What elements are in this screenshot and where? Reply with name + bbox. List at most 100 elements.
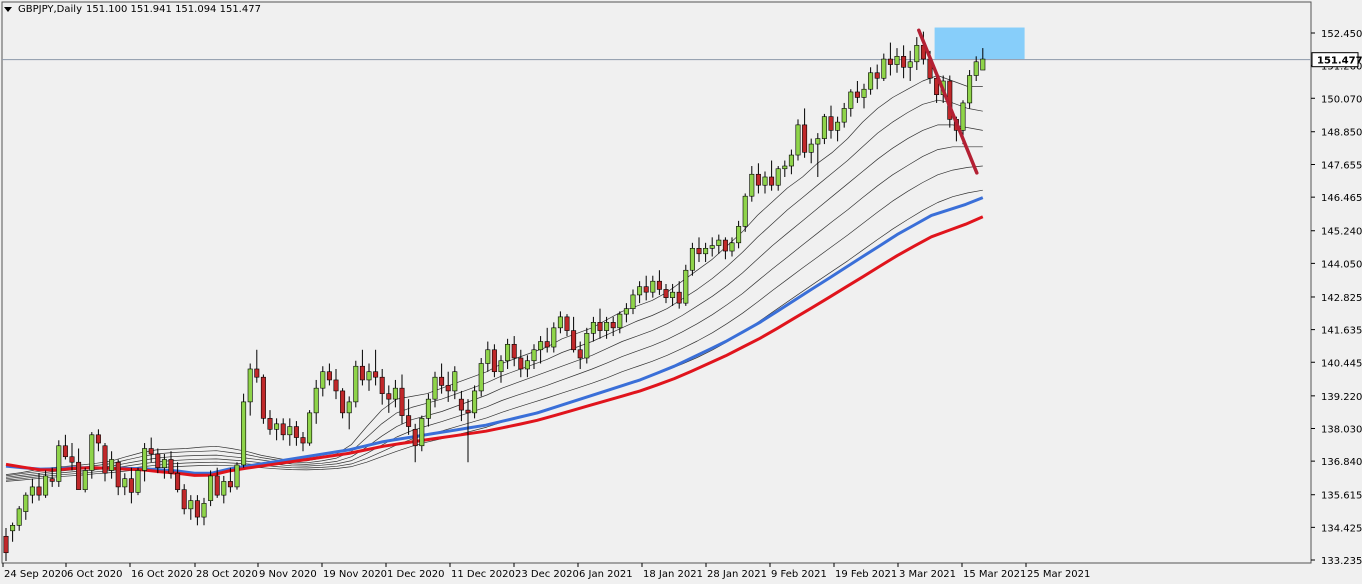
- candle[interactable]: [881, 53, 887, 81]
- candle[interactable]: [241, 393, 247, 468]
- candle[interactable]: [676, 281, 682, 309]
- candle[interactable]: [478, 358, 484, 397]
- candle[interactable]: [623, 303, 629, 323]
- candle[interactable]: [373, 349, 379, 386]
- candle[interactable]: [36, 473, 42, 501]
- candle[interactable]: [76, 448, 82, 490]
- candle[interactable]: [439, 363, 445, 394]
- candle[interactable]: [201, 497, 207, 526]
- candle[interactable]: [696, 237, 702, 263]
- candle[interactable]: [689, 242, 695, 276]
- candle[interactable]: [320, 366, 326, 397]
- candle[interactable]: [472, 385, 478, 419]
- candle[interactable]: [214, 467, 220, 498]
- candle[interactable]: [333, 368, 339, 400]
- candle[interactable]: [313, 379, 319, 424]
- candle[interactable]: [62, 434, 68, 460]
- candle[interactable]: [630, 289, 636, 315]
- candle[interactable]: [663, 283, 669, 304]
- candle[interactable]: [755, 163, 761, 194]
- candle[interactable]: [234, 462, 240, 490]
- candle[interactable]: [458, 390, 464, 422]
- candle[interactable]: [115, 459, 121, 496]
- candle[interactable]: [445, 371, 451, 402]
- candle[interactable]: [868, 67, 874, 95]
- candle[interactable]: [874, 64, 880, 90]
- candle[interactable]: [267, 410, 273, 435]
- candle[interactable]: [656, 270, 662, 295]
- candle[interactable]: [280, 418, 286, 441]
- candle[interactable]: [175, 462, 181, 493]
- candle[interactable]: [10, 522, 16, 542]
- candle[interactable]: [498, 355, 504, 383]
- candle[interactable]: [128, 467, 134, 504]
- candle[interactable]: [340, 388, 346, 419]
- candle[interactable]: [181, 484, 187, 515]
- candle[interactable]: [769, 160, 775, 191]
- candle[interactable]: [491, 344, 497, 378]
- candle[interactable]: [227, 467, 233, 493]
- candle[interactable]: [788, 149, 794, 175]
- candle[interactable]: [762, 171, 768, 194]
- candle[interactable]: [102, 443, 108, 482]
- candle[interactable]: [3, 528, 9, 561]
- candle[interactable]: [980, 48, 986, 71]
- candle[interactable]: [564, 314, 570, 337]
- candle[interactable]: [907, 50, 913, 81]
- candle[interactable]: [538, 336, 544, 364]
- candle[interactable]: [353, 360, 359, 408]
- candle[interactable]: [379, 368, 385, 405]
- candle[interactable]: [835, 116, 841, 142]
- candle[interactable]: [531, 344, 537, 369]
- candle[interactable]: [425, 393, 431, 427]
- candle[interactable]: [43, 470, 49, 498]
- candle[interactable]: [188, 495, 194, 520]
- candle[interactable]: [148, 437, 154, 463]
- candle[interactable]: [56, 440, 62, 487]
- candle[interactable]: [584, 327, 590, 364]
- candle[interactable]: [577, 341, 583, 369]
- candle[interactable]: [412, 423, 418, 463]
- candle[interactable]: [274, 418, 280, 441]
- candle[interactable]: [610, 316, 616, 337]
- candle[interactable]: [23, 492, 29, 520]
- candle[interactable]: [848, 89, 854, 117]
- candle[interactable]: [722, 237, 728, 260]
- candle[interactable]: [782, 160, 788, 177]
- candle[interactable]: [326, 363, 332, 386]
- candle[interactable]: [194, 495, 200, 526]
- candle[interactable]: [821, 113, 827, 145]
- candle[interactable]: [406, 399, 412, 435]
- candle[interactable]: [485, 341, 491, 372]
- candle[interactable]: [29, 478, 35, 504]
- candle[interactable]: [861, 83, 867, 109]
- candle[interactable]: [749, 166, 755, 202]
- candle[interactable]: [161, 453, 167, 479]
- candle[interactable]: [894, 48, 900, 73]
- candle[interactable]: [260, 374, 266, 424]
- candle[interactable]: [709, 237, 715, 257]
- candle[interactable]: [650, 275, 656, 298]
- resistance-zone[interactable]: [934, 27, 1025, 60]
- candle[interactable]: [69, 443, 75, 471]
- trend-line[interactable]: [917, 28, 979, 175]
- candle[interactable]: [366, 363, 372, 391]
- candle[interactable]: [736, 220, 742, 249]
- candle[interactable]: [716, 234, 722, 254]
- candle[interactable]: [89, 432, 95, 479]
- candle[interactable]: [254, 349, 260, 383]
- candle[interactable]: [828, 105, 834, 139]
- candle[interactable]: [155, 448, 161, 474]
- candle[interactable]: [637, 281, 643, 304]
- candle[interactable]: [511, 336, 517, 367]
- candle[interactable]: [399, 374, 405, 424]
- candle[interactable]: [221, 475, 227, 504]
- candle[interactable]: [287, 418, 293, 446]
- candle[interactable]: [551, 322, 557, 353]
- candle[interactable]: [432, 371, 438, 408]
- candle[interactable]: [82, 467, 88, 493]
- candle[interactable]: [392, 379, 398, 408]
- candle[interactable]: [901, 45, 907, 79]
